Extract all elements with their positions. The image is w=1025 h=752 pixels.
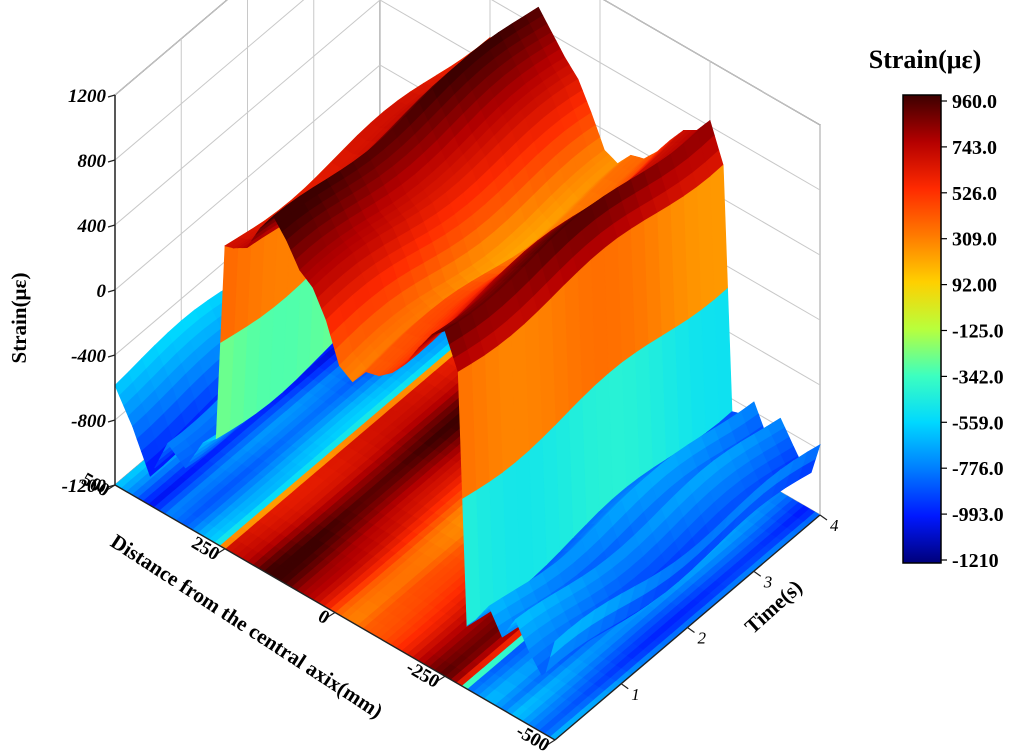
x-tick-mark [546,739,556,746]
colorbar-tick-label: -776.0 [952,458,1004,480]
z-tick-mark [107,354,116,358]
surface-cell [549,628,569,658]
colorbar-title: Strain(με) [869,45,982,74]
time-tick-mark [620,683,629,690]
x-tick-label: 0 [314,606,333,629]
z-tick-mark [107,289,116,293]
z-tick-label: -1200 [62,476,107,497]
z-tick-mark [107,419,116,423]
time-tick-label: 4 [830,516,839,535]
colorbar-tick-label: 92.00 [952,275,997,297]
time-tick-mark [819,514,828,521]
strain-surface [114,6,821,676]
time-tick-mark [753,570,762,577]
grid-line-z [603,0,821,126]
x-tick-mark [436,675,446,682]
z-tick-label: 800 [78,151,107,172]
colorbar: Strain(με) 960.0 743.0 526.0 309.0 92.00 -125… [869,45,1004,572]
colorbar-tick-label: 960.0 [952,91,997,113]
z-tick-label: 1200 [68,86,107,107]
y-axis-label: Time(s) [740,575,807,639]
colorbar-tick-label: 743.0 [952,137,997,159]
time-tick-label: 3 [763,572,773,591]
z-tick-mark [107,159,116,163]
z-tick-label: -400 [71,346,106,367]
z-tick-mark [107,94,116,98]
colorbar-tick-label: -993.0 [952,504,1004,526]
colorbar-tick-label: -1210 [952,550,999,572]
z-axis-label: Strain(με) [7,273,31,364]
colorbar-tick-label: -125.0 [952,321,1004,343]
z-tick-label: 400 [77,216,107,237]
colorbar-gradient [902,94,942,564]
colorbar-tick-label: -342.0 [952,366,1004,388]
colorbar-tick-label: 309.0 [952,229,997,251]
colorbar-tick-label: 526.0 [952,183,997,205]
time-tick-label: 2 [698,629,707,648]
z-tick-label: 0 [97,281,107,302]
grid-line-z [114,0,228,96]
z-tick-label: -800 [71,411,106,432]
colorbar-tick-label: -559.0 [952,412,1004,434]
time-tick-label: 1 [631,685,640,704]
x-tick-mark [216,548,226,555]
time-tick-mark [687,627,695,633]
x-tick-mark [326,611,336,619]
x-tick-mark [106,484,116,491]
z-tick-mark [107,224,116,228]
